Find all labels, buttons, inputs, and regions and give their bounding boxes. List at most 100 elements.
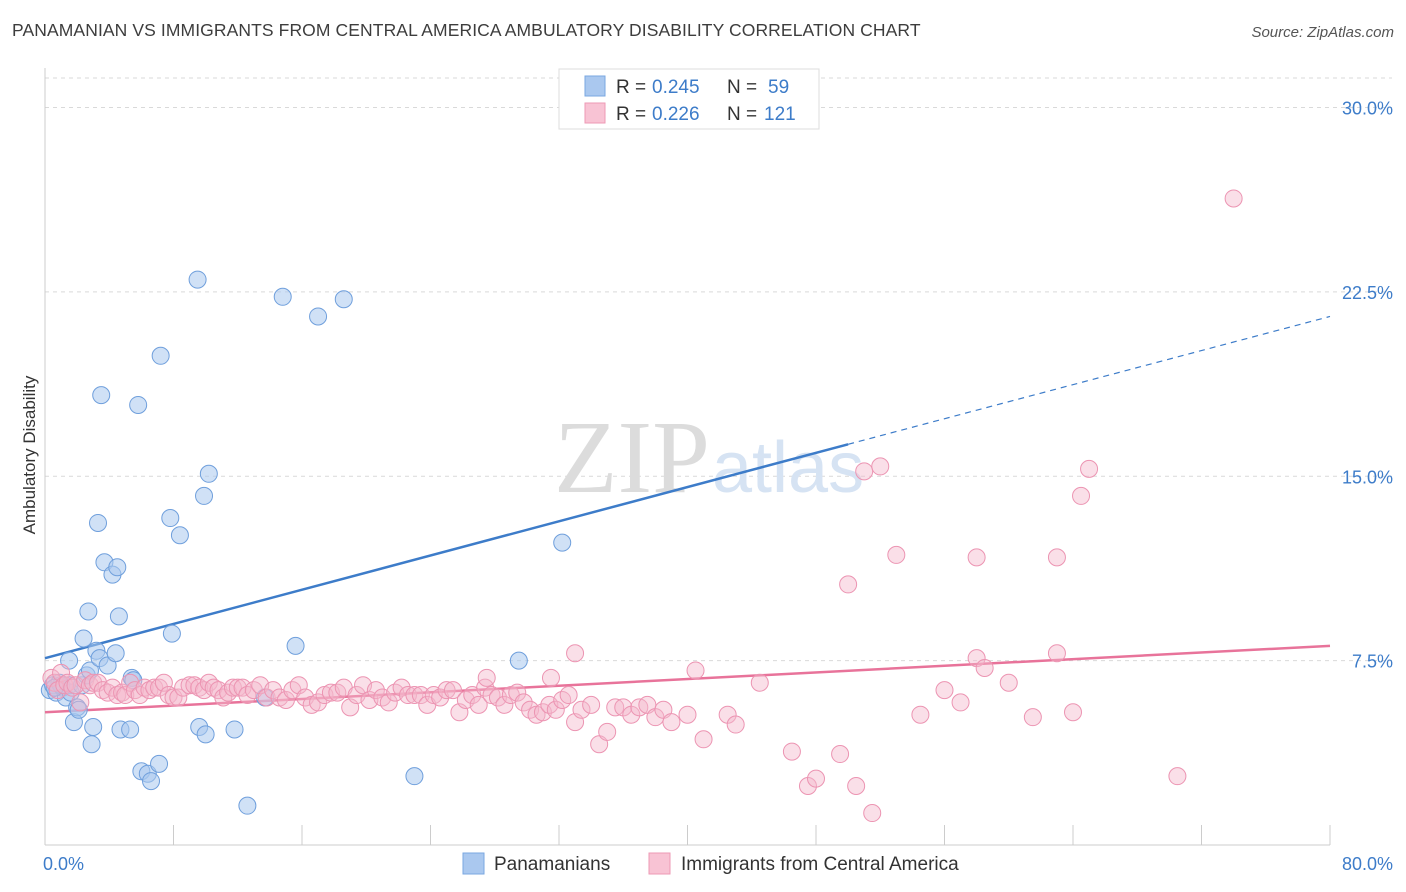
legend-swatch-pink <box>584 102 606 124</box>
point-immigrants-8 <box>71 693 90 712</box>
point-immigrants-129 <box>855 462 874 481</box>
point-immigrants-108 <box>686 661 705 680</box>
point-panamanians-52 <box>334 290 353 309</box>
point-panamanians-28 <box>109 607 128 626</box>
point-panamanians-22 <box>92 386 111 405</box>
point-immigrants-74 <box>437 681 456 700</box>
point-immigrants-39 <box>219 683 238 702</box>
legend-r-value-2: 0.226 <box>652 104 700 125</box>
legend-n-label-1: N = <box>727 77 757 98</box>
point-immigrants-140 <box>541 668 560 687</box>
point-immigrants-109 <box>694 730 713 749</box>
bottom-legend-label-immigrants: Immigrants from Central America <box>681 854 959 875</box>
point-immigrants-107 <box>678 705 697 724</box>
point-panamanians-46 <box>225 720 244 739</box>
point-immigrants-25 <box>150 678 169 697</box>
point-panamanians-20 <box>89 513 108 532</box>
bottom-legend-swatch-blue <box>462 852 485 875</box>
point-immigrants-69 <box>405 686 424 705</box>
legend-n-value-2: 121 <box>764 104 796 125</box>
point-panamanians-13 <box>74 629 93 648</box>
y-tick-label-2: 22.5% <box>1342 283 1393 303</box>
point-immigrants-75 <box>443 681 462 700</box>
x-tick-label-0: 0.0% <box>43 854 84 874</box>
point-immigrants-46 <box>257 688 276 707</box>
point-panamanians-38 <box>161 509 180 528</box>
source-label: Source: ZipAtlas.com <box>1251 24 1394 41</box>
point-immigrants-126 <box>1047 644 1066 663</box>
point-panamanians-39 <box>162 624 181 643</box>
legend-n-label-2: N = <box>727 104 757 125</box>
point-panamanians-35 <box>142 772 161 791</box>
point-immigrants-70 <box>411 686 430 705</box>
point-immigrants-136 <box>1168 767 1187 786</box>
point-immigrants-138 <box>566 644 585 663</box>
point-immigrants-133 <box>1047 548 1066 567</box>
point-immigrants-41 <box>228 678 247 697</box>
watermark-atlas: atlas <box>712 428 864 508</box>
point-immigrants-29 <box>169 688 188 707</box>
point-immigrants-49 <box>276 690 295 709</box>
point-immigrants-135 <box>1072 486 1091 505</box>
legend-swatch-blue <box>584 75 606 97</box>
point-panamanians-54 <box>509 651 528 670</box>
x-tick-label-1: 80.0% <box>1342 854 1393 874</box>
point-immigrants-28 <box>164 688 183 707</box>
y-tick-label-0: 7.5% <box>1352 652 1393 672</box>
point-immigrants-115 <box>807 769 825 788</box>
point-panamanians-36 <box>150 754 169 773</box>
point-panamanians-40 <box>170 526 189 545</box>
legend-r-label-1: R = <box>616 77 646 98</box>
point-immigrants-139 <box>477 668 496 687</box>
point-immigrants-112 <box>750 673 769 692</box>
point-panamanians-44 <box>196 725 215 744</box>
grid-lines <box>45 77 1392 662</box>
point-immigrants-68 <box>399 686 418 705</box>
point-immigrants-127 <box>1064 703 1082 722</box>
y-tick-labels: 7.5% 15.0% 22.5% 30.0% <box>1342 99 1393 672</box>
point-immigrants-106 <box>662 713 681 732</box>
y-axis-label: Ambulatory Disability <box>20 375 39 534</box>
point-immigrants-36 <box>204 678 223 697</box>
series-immigrants-central-america <box>42 189 1243 823</box>
point-panamanians-15 <box>79 602 98 621</box>
point-immigrants-131 <box>839 575 858 594</box>
point-immigrants-86 <box>514 693 533 712</box>
point-panamanians-17 <box>82 735 101 754</box>
point-panamanians-27 <box>108 558 127 577</box>
point-immigrants-35 <box>199 673 218 692</box>
legend-n-value-1: 59 <box>768 77 789 98</box>
point-panamanians-53 <box>405 767 424 786</box>
legend-r-label-2: R = <box>616 104 646 125</box>
point-panamanians-11 <box>69 700 88 719</box>
point-immigrants-124 <box>999 673 1018 692</box>
point-immigrants-11 <box>84 673 103 692</box>
bottom-legend: Panamanians Immigrants from Central Amer… <box>462 852 959 875</box>
point-immigrants-91 <box>546 700 565 719</box>
point-immigrants-113 <box>782 742 801 761</box>
point-panamanians-32 <box>129 395 148 414</box>
point-immigrants-54 <box>309 693 328 712</box>
point-immigrants-22 <box>135 678 154 697</box>
point-immigrants-128 <box>967 548 986 567</box>
point-immigrants-117 <box>847 777 866 795</box>
point-immigrants-40 <box>223 678 242 697</box>
point-immigrants-119 <box>911 705 930 724</box>
trend-line-panamanians-extension <box>847 315 1331 445</box>
point-immigrants-120 <box>935 681 954 700</box>
point-immigrants-118 <box>863 804 882 823</box>
legend-box: R = 0.245 N = 59 R = 0.226 N = 121 <box>558 68 820 130</box>
point-immigrants-63 <box>366 681 385 700</box>
bottom-legend-label-panamanians: Panamanians <box>494 854 610 875</box>
point-immigrants-134 <box>1080 459 1099 478</box>
point-immigrants-24 <box>145 678 164 697</box>
point-immigrants-85 <box>508 683 527 702</box>
watermark-zip: ZIP <box>554 400 710 515</box>
point-immigrants-38 <box>214 688 233 707</box>
point-immigrants-116 <box>831 745 850 764</box>
point-panamanians-55 <box>553 533 572 552</box>
point-panamanians-47 <box>238 796 257 815</box>
point-immigrants-121 <box>951 693 970 712</box>
chart-title: PANAMANIAN VS IMMIGRANTS FROM CENTRAL AM… <box>12 20 921 40</box>
